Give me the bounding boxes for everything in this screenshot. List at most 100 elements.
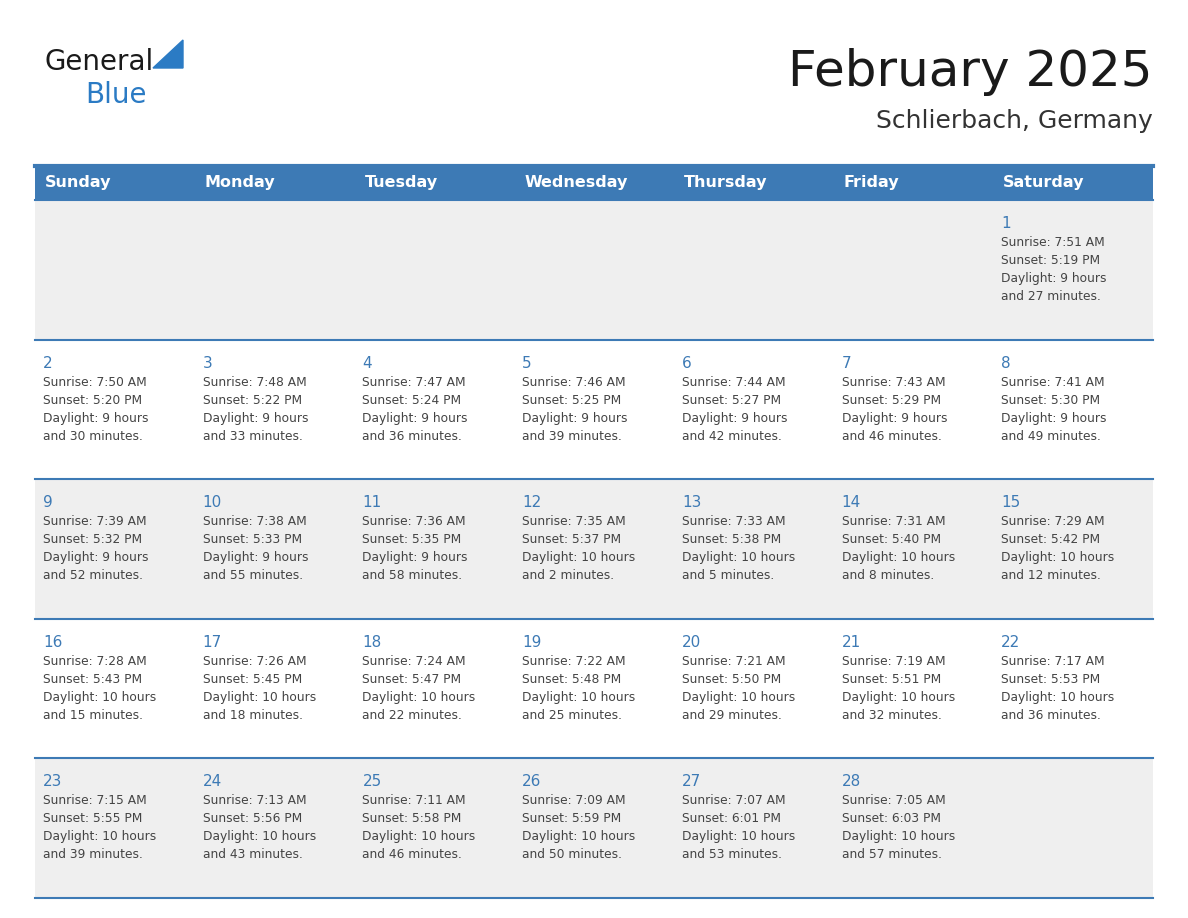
Text: and 27 minutes.: and 27 minutes. bbox=[1001, 290, 1101, 303]
Text: Sunrise: 7:47 AM: Sunrise: 7:47 AM bbox=[362, 375, 466, 388]
Text: Sunrise: 7:24 AM: Sunrise: 7:24 AM bbox=[362, 655, 466, 667]
Text: and 39 minutes.: and 39 minutes. bbox=[43, 848, 143, 861]
Text: Daylight: 9 hours: Daylight: 9 hours bbox=[203, 411, 308, 425]
Text: Daylight: 9 hours: Daylight: 9 hours bbox=[43, 551, 148, 565]
Text: February 2025: February 2025 bbox=[789, 48, 1154, 96]
Text: Sunset: 6:03 PM: Sunset: 6:03 PM bbox=[841, 812, 941, 825]
Text: Sunset: 5:53 PM: Sunset: 5:53 PM bbox=[1001, 673, 1100, 686]
Text: Sunset: 5:29 PM: Sunset: 5:29 PM bbox=[841, 394, 941, 407]
Text: Sunset: 5:55 PM: Sunset: 5:55 PM bbox=[43, 812, 143, 825]
Text: 20: 20 bbox=[682, 635, 701, 650]
Text: Sunset: 5:40 PM: Sunset: 5:40 PM bbox=[841, 533, 941, 546]
Text: Daylight: 10 hours: Daylight: 10 hours bbox=[682, 551, 795, 565]
Bar bbox=[34, 340, 1154, 479]
Text: Sunrise: 7:29 AM: Sunrise: 7:29 AM bbox=[1001, 515, 1105, 528]
Text: and 5 minutes.: and 5 minutes. bbox=[682, 569, 775, 582]
Text: and 49 minutes.: and 49 minutes. bbox=[1001, 430, 1101, 442]
Text: Sunrise: 7:11 AM: Sunrise: 7:11 AM bbox=[362, 794, 466, 808]
Text: and 42 minutes.: and 42 minutes. bbox=[682, 430, 782, 442]
Text: Sunrise: 7:19 AM: Sunrise: 7:19 AM bbox=[841, 655, 946, 667]
Text: Wednesday: Wednesday bbox=[524, 175, 627, 191]
Text: Sunrise: 7:17 AM: Sunrise: 7:17 AM bbox=[1001, 655, 1105, 667]
Text: Daylight: 10 hours: Daylight: 10 hours bbox=[523, 831, 636, 844]
Text: and 36 minutes.: and 36 minutes. bbox=[362, 430, 462, 442]
Bar bbox=[34, 758, 1154, 898]
Text: Monday: Monday bbox=[204, 175, 276, 191]
Text: Sunrise: 7:50 AM: Sunrise: 7:50 AM bbox=[43, 375, 147, 388]
Text: Sunset: 5:47 PM: Sunset: 5:47 PM bbox=[362, 673, 462, 686]
Text: Daylight: 9 hours: Daylight: 9 hours bbox=[203, 551, 308, 565]
Text: Sunrise: 7:26 AM: Sunrise: 7:26 AM bbox=[203, 655, 307, 667]
Text: Sunrise: 7:07 AM: Sunrise: 7:07 AM bbox=[682, 794, 785, 808]
Text: Sunset: 5:20 PM: Sunset: 5:20 PM bbox=[43, 394, 143, 407]
Text: and 30 minutes.: and 30 minutes. bbox=[43, 430, 143, 442]
Text: 4: 4 bbox=[362, 355, 372, 371]
Text: Sunset: 5:51 PM: Sunset: 5:51 PM bbox=[841, 673, 941, 686]
Text: and 33 minutes.: and 33 minutes. bbox=[203, 430, 303, 442]
Text: 12: 12 bbox=[523, 495, 542, 510]
Text: Sunset: 5:48 PM: Sunset: 5:48 PM bbox=[523, 673, 621, 686]
Text: Sunset: 5:43 PM: Sunset: 5:43 PM bbox=[43, 673, 143, 686]
Text: and 18 minutes.: and 18 minutes. bbox=[203, 709, 303, 722]
Text: 26: 26 bbox=[523, 775, 542, 789]
Text: Daylight: 10 hours: Daylight: 10 hours bbox=[523, 551, 636, 565]
Text: Sunset: 5:25 PM: Sunset: 5:25 PM bbox=[523, 394, 621, 407]
Text: Sunrise: 7:28 AM: Sunrise: 7:28 AM bbox=[43, 655, 147, 667]
Text: Sunrise: 7:31 AM: Sunrise: 7:31 AM bbox=[841, 515, 946, 528]
Text: Sunrise: 7:46 AM: Sunrise: 7:46 AM bbox=[523, 375, 626, 388]
Bar bbox=[34, 166, 1154, 200]
Text: and 15 minutes.: and 15 minutes. bbox=[43, 709, 143, 722]
Text: Daylight: 10 hours: Daylight: 10 hours bbox=[841, 551, 955, 565]
Text: Sunrise: 7:09 AM: Sunrise: 7:09 AM bbox=[523, 794, 626, 808]
Text: and 46 minutes.: and 46 minutes. bbox=[362, 848, 462, 861]
Text: Daylight: 10 hours: Daylight: 10 hours bbox=[203, 691, 316, 704]
Text: Daylight: 9 hours: Daylight: 9 hours bbox=[43, 411, 148, 425]
Text: Daylight: 9 hours: Daylight: 9 hours bbox=[362, 551, 468, 565]
Text: Sunrise: 7:15 AM: Sunrise: 7:15 AM bbox=[43, 794, 147, 808]
Text: Daylight: 10 hours: Daylight: 10 hours bbox=[362, 691, 475, 704]
Text: and 2 minutes.: and 2 minutes. bbox=[523, 569, 614, 582]
Text: Sunrise: 7:13 AM: Sunrise: 7:13 AM bbox=[203, 794, 307, 808]
Bar bbox=[34, 479, 1154, 619]
Text: 25: 25 bbox=[362, 775, 381, 789]
Text: Sunset: 5:32 PM: Sunset: 5:32 PM bbox=[43, 533, 143, 546]
Text: General: General bbox=[45, 48, 154, 76]
Text: 14: 14 bbox=[841, 495, 861, 510]
Text: Daylight: 9 hours: Daylight: 9 hours bbox=[362, 411, 468, 425]
Text: 16: 16 bbox=[43, 635, 63, 650]
Text: 5: 5 bbox=[523, 355, 532, 371]
Text: and 43 minutes.: and 43 minutes. bbox=[203, 848, 303, 861]
Text: 3: 3 bbox=[203, 355, 213, 371]
Text: Daylight: 10 hours: Daylight: 10 hours bbox=[362, 831, 475, 844]
Text: Thursday: Thursday bbox=[684, 175, 767, 191]
Text: Sunset: 5:35 PM: Sunset: 5:35 PM bbox=[362, 533, 462, 546]
Text: Daylight: 9 hours: Daylight: 9 hours bbox=[1001, 272, 1107, 285]
Text: Daylight: 9 hours: Daylight: 9 hours bbox=[523, 411, 627, 425]
Text: Sunrise: 7:44 AM: Sunrise: 7:44 AM bbox=[682, 375, 785, 388]
Text: and 53 minutes.: and 53 minutes. bbox=[682, 848, 782, 861]
Text: Sunset: 5:50 PM: Sunset: 5:50 PM bbox=[682, 673, 781, 686]
Text: Daylight: 10 hours: Daylight: 10 hours bbox=[43, 691, 157, 704]
Text: Daylight: 9 hours: Daylight: 9 hours bbox=[682, 411, 788, 425]
Text: 24: 24 bbox=[203, 775, 222, 789]
Text: Sunset: 5:42 PM: Sunset: 5:42 PM bbox=[1001, 533, 1100, 546]
Text: Sunrise: 7:36 AM: Sunrise: 7:36 AM bbox=[362, 515, 466, 528]
Text: Tuesday: Tuesday bbox=[365, 175, 437, 191]
Text: Saturday: Saturday bbox=[1004, 175, 1085, 191]
Text: and 25 minutes.: and 25 minutes. bbox=[523, 709, 623, 722]
Text: Sunset: 5:22 PM: Sunset: 5:22 PM bbox=[203, 394, 302, 407]
Text: 27: 27 bbox=[682, 775, 701, 789]
Text: and 52 minutes.: and 52 minutes. bbox=[43, 569, 143, 582]
Text: Sunset: 6:01 PM: Sunset: 6:01 PM bbox=[682, 812, 781, 825]
Text: Sunrise: 7:33 AM: Sunrise: 7:33 AM bbox=[682, 515, 785, 528]
Text: Sunrise: 7:05 AM: Sunrise: 7:05 AM bbox=[841, 794, 946, 808]
Text: 28: 28 bbox=[841, 775, 861, 789]
Text: 22: 22 bbox=[1001, 635, 1020, 650]
Text: Daylight: 10 hours: Daylight: 10 hours bbox=[43, 831, 157, 844]
Text: Daylight: 10 hours: Daylight: 10 hours bbox=[1001, 691, 1114, 704]
Bar bbox=[34, 200, 1154, 340]
Text: Sunset: 5:24 PM: Sunset: 5:24 PM bbox=[362, 394, 462, 407]
Text: 7: 7 bbox=[841, 355, 851, 371]
Text: Daylight: 9 hours: Daylight: 9 hours bbox=[1001, 411, 1107, 425]
Text: Sunrise: 7:51 AM: Sunrise: 7:51 AM bbox=[1001, 236, 1105, 249]
